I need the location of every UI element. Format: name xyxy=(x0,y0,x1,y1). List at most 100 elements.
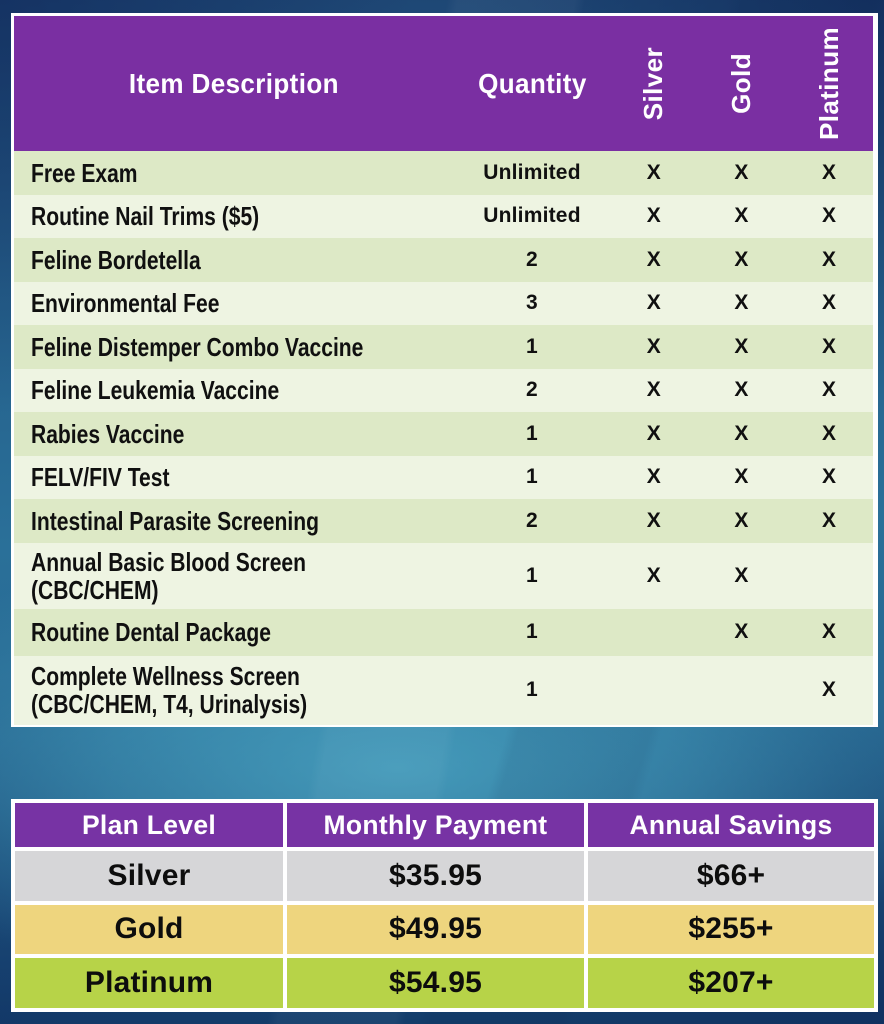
gold-plan-cell: Gold xyxy=(15,904,283,954)
header-item-description-label: Item Description xyxy=(129,67,339,99)
gold-included-cell: X xyxy=(698,282,786,326)
header-platinum-label: Platinum xyxy=(813,27,844,140)
platinum-included-cell: X xyxy=(785,412,873,456)
gold-included-cell xyxy=(698,656,786,725)
quantity-cell: 1 xyxy=(454,325,610,369)
silver-plan-cell: Silver xyxy=(15,851,283,901)
platinum-included-cell: X xyxy=(785,282,873,326)
pricing-header-monthly-payment-label: Monthly Payment xyxy=(323,809,548,840)
quantity-cell: 1 xyxy=(454,456,610,500)
header-item-description-cell: Item Description xyxy=(14,16,454,151)
quantity-cell: 2 xyxy=(454,238,610,282)
platinum-x-mark: X xyxy=(822,160,837,184)
silver-included-cell: X xyxy=(610,499,698,543)
gold-included-cell: X xyxy=(698,195,786,239)
table-row: Intestinal Parasite Screening 2 X X X xyxy=(14,499,873,543)
table-row: Annual Basic Blood Screen (CBC/CHEM) 1 X X xyxy=(14,542,873,609)
gold-included-cell: X xyxy=(698,369,786,413)
silver-included-cell: X xyxy=(610,456,698,500)
pricing-header-annual-savings-label: Annual Savings xyxy=(629,809,833,840)
platinum-included-cell: X xyxy=(785,456,873,500)
gold-x-mark: X xyxy=(734,291,749,315)
gold-monthly-payment-cell: $49.95 xyxy=(287,904,584,954)
quantity-value: 1 xyxy=(526,334,538,358)
header-quantity-label: Quantity xyxy=(477,67,587,99)
item-description-label: Feline Distemper Combo Vaccine xyxy=(31,331,364,362)
platinum-included-cell xyxy=(785,543,873,609)
silver-included-cell: X xyxy=(610,238,698,282)
quantity-value: Unlimited xyxy=(483,204,581,228)
silver-x-mark: X xyxy=(646,421,661,445)
platinum-included-cell: X xyxy=(785,151,873,195)
silver-monthly-payment-cell: $35.95 xyxy=(287,851,584,901)
quantity-value: 3 xyxy=(526,291,538,315)
pricing-header-plan-level-label: Plan Level xyxy=(81,809,217,840)
header-silver-label: Silver xyxy=(638,46,669,121)
table-row: Complete Wellness Screen (CBC/CHEM, T4, U… xyxy=(14,655,873,725)
item-description-label: Routine Nail Trims ($5) xyxy=(31,201,260,232)
platinum-x-mark: X xyxy=(822,678,837,701)
platinum-plan-label: Platinum xyxy=(84,965,214,999)
quantity-value: 1 xyxy=(526,678,538,701)
item-description-cell: Routine Nail Trims ($5) xyxy=(14,195,454,239)
silver-included-cell: X xyxy=(610,543,698,609)
pricing-header-plan-level-cell: Plan Level xyxy=(15,803,283,847)
silver-included-cell: X xyxy=(610,282,698,326)
item-description-cell: Feline Distemper Combo Vaccine xyxy=(14,325,454,369)
platinum-included-cell: X xyxy=(785,238,873,282)
item-description-cell: FELV/FIV Test xyxy=(14,456,454,500)
platinum-monthly-payment-label: $54.95 xyxy=(389,965,482,999)
item-description-label: Complete Wellness Screen (CBC/CHEM, T4, U… xyxy=(31,661,308,719)
pricing-header-annual-savings-cell: Annual Savings xyxy=(588,803,874,847)
platinum-included-cell: X xyxy=(785,325,873,369)
platinum-included-cell: X xyxy=(785,609,873,656)
silver-included-cell xyxy=(610,656,698,725)
platinum-x-mark: X xyxy=(822,620,837,643)
platinum-included-cell: X xyxy=(785,499,873,543)
platinum-x-mark: X xyxy=(822,291,837,315)
item-description-cell: Annual Basic Blood Screen (CBC/CHEM) xyxy=(14,543,454,609)
silver-x-mark: X xyxy=(646,291,661,315)
item-description-cell: Environmental Fee xyxy=(14,282,454,326)
table-row: Feline Leukemia Vaccine 2 X X X xyxy=(14,368,873,413)
item-description-label: Annual Basic Blood Screen (CBC/CHEM) xyxy=(31,546,307,605)
item-description-cell: Feline Leukemia Vaccine xyxy=(14,369,454,413)
table-row: Feline Bordetella 2 X X X xyxy=(14,238,873,282)
platinum-x-mark: X xyxy=(822,247,837,271)
gold-x-mark: X xyxy=(734,334,749,358)
item-description-label: Feline Bordetella xyxy=(31,244,201,275)
silver-x-mark: X xyxy=(646,247,661,271)
header-platinum-cell: Platinum xyxy=(785,16,873,151)
platinum-monthly-payment-cell: $54.95 xyxy=(287,958,584,1008)
gold-x-mark: X xyxy=(734,378,749,402)
gold-included-cell: X xyxy=(698,151,786,195)
silver-x-mark: X xyxy=(646,204,661,228)
gold-x-mark: X xyxy=(734,247,749,271)
silver-x-mark: X xyxy=(646,508,661,532)
gold-annual-savings-label: $255+ xyxy=(688,912,774,946)
silver-x-mark: X xyxy=(646,465,661,489)
table-row: Rabies Vaccine 1 X X X xyxy=(14,412,873,456)
table-row: Feline Distemper Combo Vaccine 1 X X X xyxy=(14,325,873,369)
silver-x-mark: X xyxy=(646,334,661,358)
quantity-value: 1 xyxy=(526,465,538,489)
silver-included-cell xyxy=(610,609,698,656)
platinum-included-cell: X xyxy=(785,656,873,725)
gold-annual-savings-cell: $255+ xyxy=(588,904,874,954)
item-description-cell: Routine Dental Package xyxy=(14,609,454,656)
item-description-cell: Rabies Vaccine xyxy=(14,412,454,456)
silver-included-cell: X xyxy=(610,195,698,239)
gold-x-mark: X xyxy=(734,465,749,489)
item-description-label: Rabies Vaccine xyxy=(31,418,185,449)
platinum-x-mark: X xyxy=(822,465,837,489)
quantity-cell: Unlimited xyxy=(454,195,610,239)
item-description-cell: Complete Wellness Screen (CBC/CHEM, T4, U… xyxy=(14,656,454,725)
table-row: Free Exam Unlimited X X X xyxy=(14,151,873,195)
silver-included-cell: X xyxy=(610,325,698,369)
gold-included-cell: X xyxy=(698,238,786,282)
gold-included-cell: X xyxy=(698,499,786,543)
silver-annual-savings-label: $66+ xyxy=(696,858,766,892)
item-description-cell: Free Exam xyxy=(14,151,454,195)
silver-plan-label: Silver xyxy=(107,858,191,892)
quantity-value: 2 xyxy=(526,378,538,402)
